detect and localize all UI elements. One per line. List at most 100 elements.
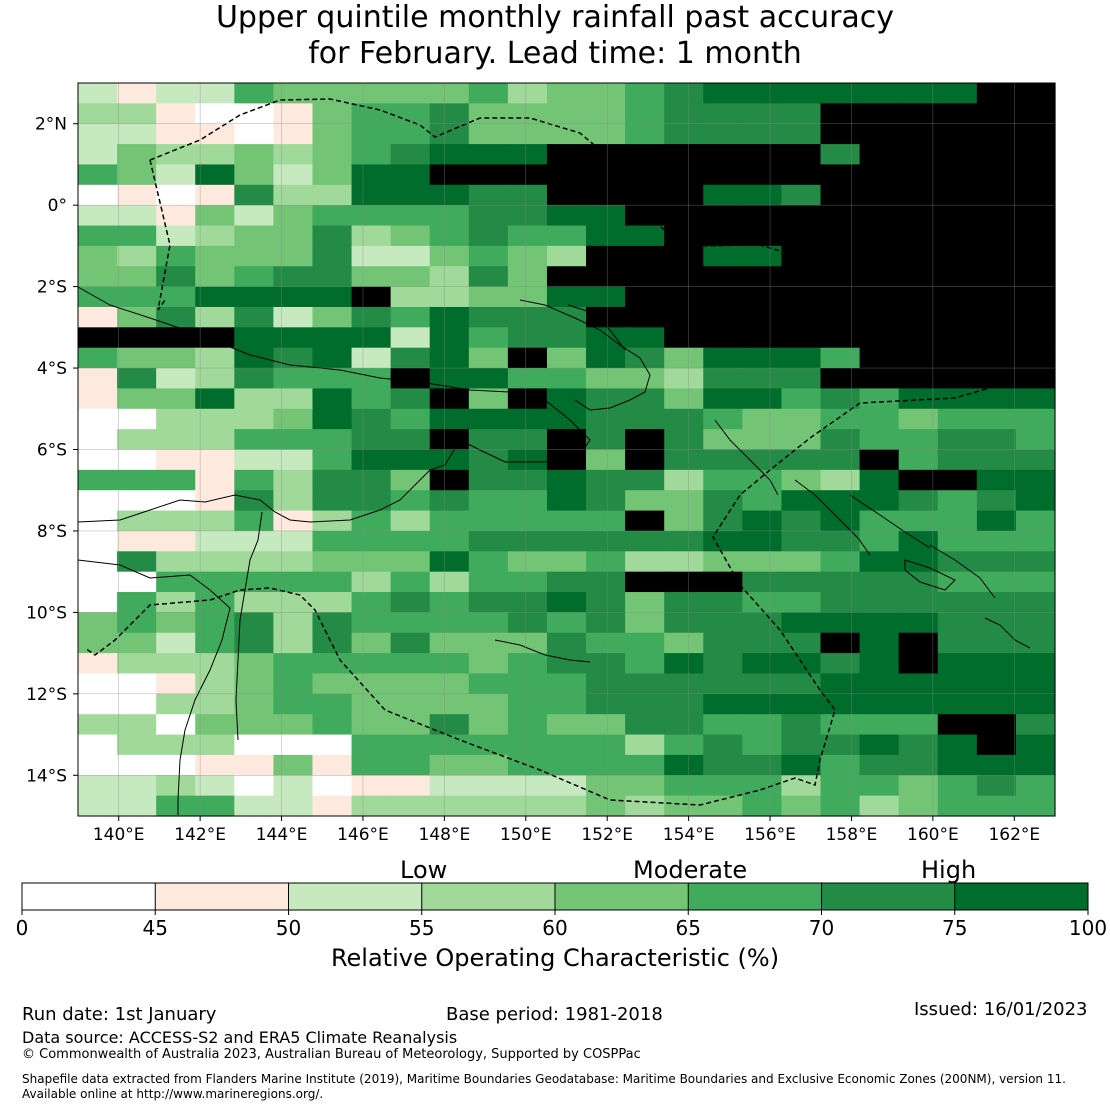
- grid-cell: [156, 693, 196, 715]
- grid-cell: [703, 327, 743, 349]
- grid-cell: [195, 693, 235, 715]
- grid-cell: [898, 592, 939, 613]
- louisiade-coastline: [494, 639, 591, 663]
- grid-cell: [312, 429, 353, 451]
- grid-cell: [703, 83, 743, 104]
- grid-cell: [859, 347, 900, 369]
- grid-cell: [859, 530, 900, 552]
- grid-cell: [586, 408, 626, 430]
- grid-cell: [78, 612, 118, 634]
- grid-cell: [156, 83, 196, 104]
- grid-cell: [429, 429, 470, 451]
- grid-cell: [507, 205, 548, 227]
- grid-cell: [507, 225, 548, 247]
- grid-cell: [546, 551, 587, 573]
- grid-cell: [1015, 347, 1056, 369]
- grid-cell: [195, 245, 235, 267]
- grid-cell: [1015, 123, 1056, 145]
- grid-cell: [234, 266, 274, 288]
- grid-cell: [234, 469, 274, 491]
- grid-cell: [898, 205, 939, 227]
- grid-cell: [1015, 510, 1056, 532]
- grid-cell: [625, 510, 665, 532]
- grid-cell: [664, 388, 704, 410]
- grid-cell: [312, 347, 353, 369]
- grid-cell: [78, 225, 118, 247]
- grid-cell: [1015, 551, 1056, 573]
- grid-cell: [507, 530, 548, 552]
- grid-cell: [859, 164, 900, 186]
- grid-cell: [78, 286, 118, 308]
- grid-cell: [1015, 795, 1056, 817]
- grid-cell: [351, 408, 392, 430]
- grid-cell: [78, 184, 118, 206]
- grid-cell: [507, 490, 548, 512]
- grid-cell: [273, 144, 314, 166]
- grid-cell: [546, 205, 587, 227]
- grid-cell: [312, 693, 353, 715]
- grid-cell: [273, 754, 314, 776]
- grid-cell: [546, 571, 587, 593]
- grid-cell: [664, 673, 704, 695]
- grid-cell: [976, 551, 1017, 573]
- grid-cell: [234, 653, 274, 675]
- grid-cell: [234, 205, 274, 227]
- grid-cell: [820, 795, 861, 817]
- grid-cell: [390, 551, 431, 573]
- grid-cell: [742, 530, 783, 552]
- grid-cell: [703, 469, 743, 491]
- colorbar-ticks: 0 45 50 55 60 65 70 75 100: [16, 910, 1107, 940]
- grid-cell: [664, 306, 704, 328]
- grid-cell: [273, 653, 314, 675]
- grid-cell: [234, 775, 274, 797]
- grid-cell: [625, 103, 665, 125]
- grid-cell: [351, 714, 392, 736]
- grid-cell: [351, 612, 392, 634]
- grid-cell: [234, 490, 274, 512]
- grid-cell: [507, 286, 548, 308]
- grid-cell: [117, 347, 157, 369]
- grid-cell: [468, 388, 509, 410]
- grid-cell: [351, 490, 392, 512]
- grid-cell: [976, 490, 1017, 512]
- grid-cell: [546, 306, 587, 328]
- grid-cell: [742, 225, 783, 247]
- lon-tick-label: 140°E: [93, 825, 145, 845]
- grid-cell: [976, 612, 1017, 634]
- grid-cell: [78, 103, 118, 125]
- grid-cell: [117, 327, 157, 349]
- lat-tick-label: 0°: [48, 196, 67, 216]
- grid-cell: [781, 388, 822, 410]
- run-date: Run date: 1st January: [22, 1004, 217, 1025]
- grid-cell: [586, 327, 626, 349]
- grid-cell: [429, 266, 470, 288]
- grid-cell: [351, 245, 392, 267]
- grid-cell: [156, 306, 196, 328]
- grid-cell: [546, 347, 587, 369]
- grid-cell: [625, 164, 665, 186]
- grid-cell: [195, 653, 235, 675]
- grid-cell: [898, 103, 939, 125]
- grid-cell: [546, 510, 587, 532]
- grid-cell: [156, 714, 196, 736]
- grid-cell: [898, 795, 939, 817]
- grid-cell: [156, 225, 196, 247]
- grid-cell: [820, 368, 861, 390]
- grid-cell: [351, 429, 392, 451]
- grid-cell: [429, 571, 470, 593]
- grid-cell: [937, 490, 978, 512]
- grid-cell: [1015, 469, 1056, 491]
- grid-cell: [546, 592, 587, 613]
- grid-cell: [468, 368, 509, 390]
- grid-cell: [976, 592, 1017, 613]
- grid-cell: [156, 490, 196, 512]
- grid-cell: [273, 775, 314, 797]
- longitude-axis: 140°E 142°E 144°E 146°E 148°E 150°E 152°E 154°E…: [93, 816, 1040, 845]
- grid-cell: [156, 775, 196, 797]
- grid-cell: [351, 632, 392, 654]
- grid-cell: [312, 653, 353, 675]
- grid-cell: [156, 164, 196, 186]
- grid-cell: [546, 612, 587, 634]
- grid-cell: [976, 368, 1017, 390]
- grid-cell: [781, 286, 822, 308]
